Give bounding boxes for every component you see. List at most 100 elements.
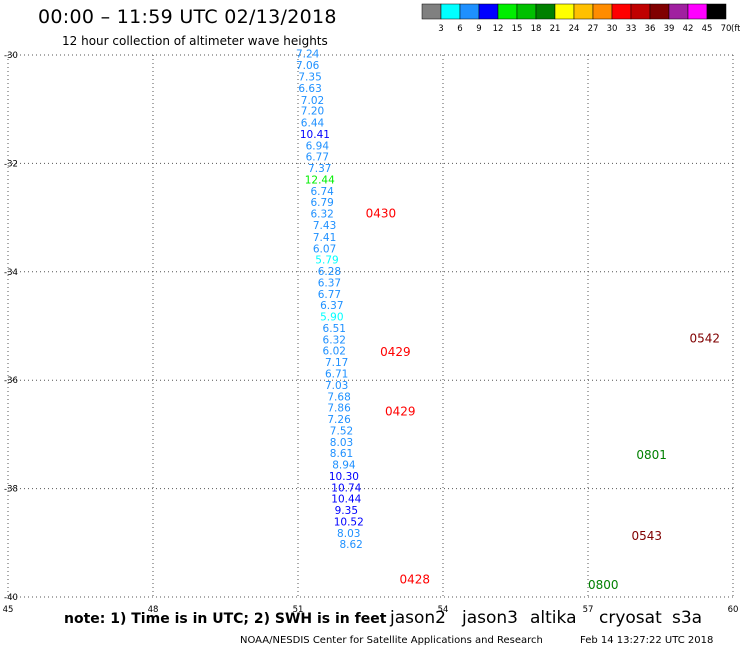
wave-height-point: 6.63 [298,83,321,95]
legend-swatch [440,3,461,20]
legend-swatch [497,3,518,20]
y-tick-label: -36 [4,376,18,386]
wave-height-point: 6.51 [323,323,346,335]
wave-height-point: 6.44 [301,118,325,130]
legend-tick-label: 15 [512,24,523,34]
wave-height-point: 10.44 [331,494,361,506]
wave-height-point: 7.02 [301,95,324,107]
wave-height-point: 7.26 [327,414,351,426]
legend-tick-label: 39 [664,24,675,34]
wave-height-point: 6.94 [306,140,330,152]
legend-swatch [554,3,575,20]
satellite-label-jason2: jason2 [390,608,446,628]
legend-tick-label: 45 [702,24,713,34]
x-tick-label: 45 [3,605,14,615]
wave-height-point: 10.41 [300,129,330,141]
x-tick-label: 51 [293,605,304,615]
wave-height-point: 6.32 [310,209,333,221]
y-tick-label: -34 [4,268,18,278]
legend-tick-label: 12 [493,24,504,34]
wave-height-point: 7.52 [330,425,353,437]
data-points: 7.247.067.356.637.027.206.4410.416.946.7… [296,49,364,552]
x-tick-label: 60 [728,605,739,615]
wave-height-point: 10.74 [331,482,361,494]
wave-height-point: 6.37 [318,277,341,289]
wave-height-point: 6.37 [320,300,343,312]
legend-swatch [478,3,499,20]
wave-height-point: 7.06 [296,60,320,72]
legend-tick-label: 24 [569,24,580,34]
wave-height-point: 6.74 [310,186,334,198]
x-tick-label: 54 [438,605,449,615]
wave-height-point: 10.30 [329,471,359,483]
wave-height-point: 7.20 [301,106,324,118]
legend-swatch [421,3,442,20]
wave-height-point: 7.03 [325,380,348,392]
wave-height-point: 6.77 [318,289,341,301]
time-labels: 0430 0429 0429 0428 0542 0801 0543 0800 [366,207,720,592]
wave-height-point: 8.62 [339,539,362,551]
footer-date: Feb 14 13:27:22 UTC 2018 [580,635,714,646]
legend-tick-label: 27 [588,24,599,34]
wave-height-point: 7.86 [327,403,351,415]
legend-swatch [649,3,670,20]
satellite-label-jason3: jason3 [462,608,518,628]
wave-height-point: 7.37 [308,163,331,175]
wave-height-point: 10.52 [334,516,364,528]
wave-height-point: 6.02 [323,346,346,358]
wave-height-point: 6.07 [313,243,336,255]
x-tick-label: 57 [583,605,594,615]
wave-height-point: 8.03 [330,437,353,449]
pass-time-label: 0429 [380,345,411,359]
legend-tick-label: 18 [531,24,542,34]
legend-swatch [592,3,613,20]
chart-subtitle: 12 hour collection of altimeter wave hei… [62,34,328,48]
wave-height-point: 5.79 [315,255,338,267]
y-tick-label: -30 [4,51,18,61]
y-tick-label: -32 [4,159,18,169]
wave-height-point: 9.35 [335,505,358,517]
wave-height-point: 12.44 [305,174,335,186]
pass-time-label: 0543 [632,529,663,543]
wave-height-point: 7.43 [313,220,336,232]
wave-height-point: 7.24 [296,49,320,61]
legend-unit: (ft) [731,24,740,34]
legend-tick-label: 9 [476,24,481,34]
footer-credit: NOAA/NESDIS Center for Satellite Applica… [240,635,543,646]
grid-lines [7,54,734,598]
wave-height-point: 6.71 [325,368,348,380]
wave-height-point: 7.17 [325,357,348,369]
chart-title: 00:00 – 11:59 UTC 02/13/2018 [38,6,337,28]
axes: 45 48 51 54 57 60 -30 -32 -34 -36 -38 -40 [3,51,739,615]
legend-tick-label: 30 [607,24,618,34]
legend-tick-label: 33 [626,24,637,34]
legend-swatch [459,3,480,20]
pass-time-label: 0801 [636,448,667,462]
legend-tick-label: 70 [721,24,732,34]
pass-time-label: 0800 [588,578,619,592]
legend-tick-label: 42 [683,24,694,34]
wave-height-point: 6.77 [306,152,329,164]
wave-height-point: 6.32 [323,334,346,346]
pass-time-label: 0430 [366,207,397,221]
legend-swatch [706,3,727,20]
satellite-label-cryosat: cryosat [599,608,662,628]
satellite-label-altika: altika [530,608,577,628]
pass-time-label: 0429 [385,404,416,418]
wave-height-point: 8.03 [337,528,360,540]
legend-swatch [611,3,632,20]
wave-height-point: 7.35 [298,71,321,83]
legend-tick-label: 6 [457,24,462,34]
footnote: note: 1) Time is in UTC; 2) SWH is in fe… [64,611,387,627]
legend-swatch [516,3,537,20]
legend-swatch [687,3,708,20]
wave-height-point: 7.41 [313,232,336,244]
legend-swatch [573,3,594,20]
y-tick-label: -40 [4,593,18,603]
wave-height-point: 8.61 [330,448,353,460]
wave-height-point: 5.90 [320,312,343,324]
legend-tick-label: 21 [550,24,561,34]
wave-height-point: 6.28 [318,266,341,278]
